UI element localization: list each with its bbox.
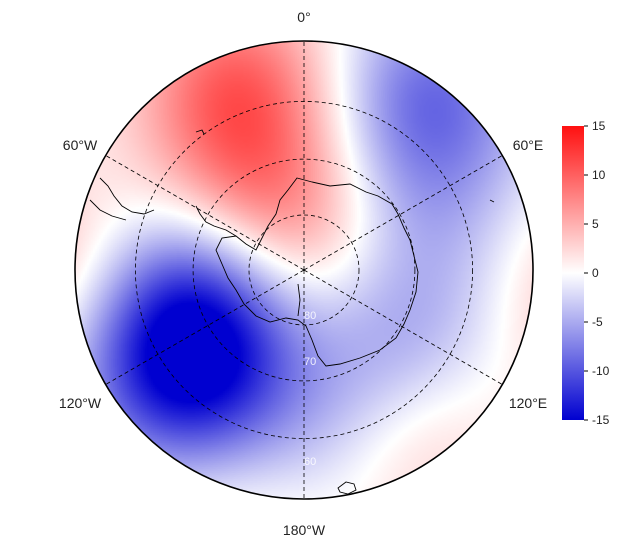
kerguelen-island (489, 199, 495, 203)
lat-label-60: 60 (304, 456, 316, 468)
antarctica-coastline (215, 177, 419, 367)
longitude-labels: 0° 60°W 60°E 120°W 120°E 180°W (59, 9, 547, 538)
meridian-line (105, 269, 305, 385)
meridian-line (303, 155, 503, 271)
colorbar-tick-label: -10 (592, 364, 610, 378)
colorbar-tick-label: -15 (592, 413, 610, 427)
latitude-labels: 80 70 60 (304, 310, 316, 468)
colorbar: 15 10 5 0 -5 -10 -15 (562, 119, 610, 427)
colorbar-tick-label: 5 (592, 217, 599, 231)
lon-label-120e: 120°E (509, 395, 547, 411)
lon-label-60w: 60°W (63, 137, 98, 153)
ross-ice-shelf-edge (297, 283, 301, 317)
meridian-line (303, 269, 503, 385)
colorbar-tick-label: -5 (592, 315, 603, 329)
coastlines (89, 129, 495, 495)
lon-label-0: 0° (297, 9, 310, 25)
latitude-circle (192, 158, 416, 382)
lat-label-80: 80 (304, 310, 316, 322)
new-zealand-coastline (337, 481, 357, 495)
lat-label-70: 70 (304, 356, 316, 368)
antarctic-peninsula (195, 205, 237, 237)
colorbar-tick-label: 15 (592, 119, 606, 133)
colorbar-tick-label: 0 (592, 266, 599, 280)
latitude-circle (248, 214, 360, 326)
meridian-line (105, 155, 305, 271)
south-georgia-island (195, 129, 205, 135)
map-frame (74, 40, 534, 500)
south-america-coastline (89, 177, 155, 221)
colorbar-gradient (562, 126, 584, 420)
lon-label-120w: 120°W (59, 395, 102, 411)
colorbar-ticks: 15 10 5 0 -5 -10 -15 (584, 119, 610, 427)
colorbar-tick-label: 10 (592, 168, 606, 182)
lon-label-60e: 60°E (513, 137, 544, 153)
lon-label-180w: 180°W (283, 522, 326, 538)
